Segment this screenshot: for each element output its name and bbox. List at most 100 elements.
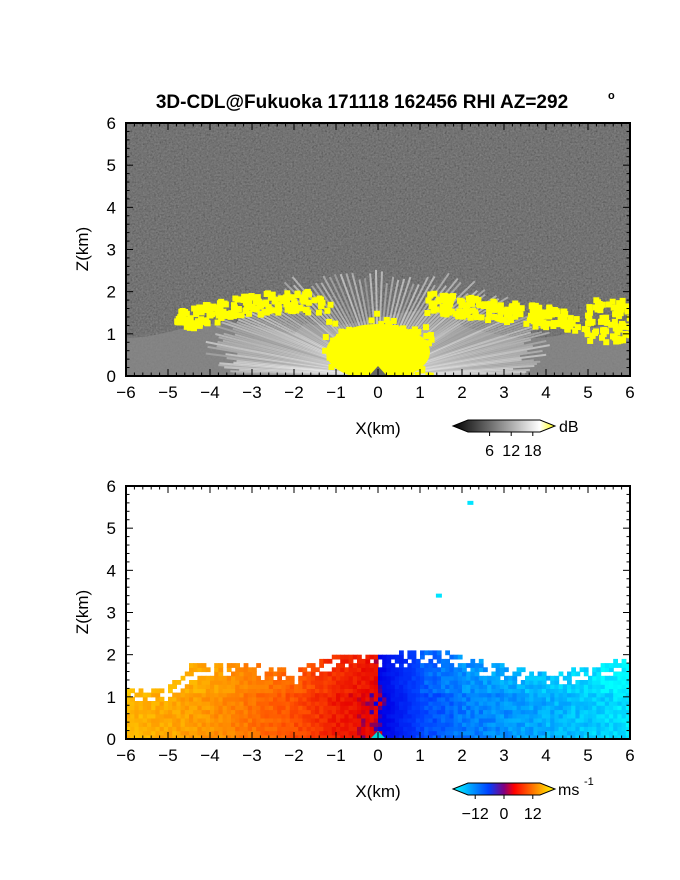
- velocity-cell: [130, 705, 135, 711]
- intensity-x-tick-label: 6: [625, 383, 634, 402]
- velocity-cell: [163, 722, 169, 727]
- velocity-cell: [529, 701, 534, 706]
- velocity-cell: [184, 717, 190, 723]
- velocity-cell: [184, 684, 190, 689]
- velocity-cell: [378, 705, 383, 711]
- velocity-cell: [189, 671, 194, 677]
- velocity-cell: [176, 696, 182, 702]
- intensity-echo-cell: [300, 294, 307, 301]
- velocity-cell: [247, 671, 253, 677]
- velocity-cell: [226, 726, 232, 732]
- velocity-cell: [462, 705, 467, 711]
- velocity-cell: [189, 713, 194, 719]
- velocity-cell: [235, 713, 240, 719]
- velocity-cell: [600, 692, 606, 698]
- velocity-cell: [583, 680, 589, 685]
- velocity-cell: [352, 701, 358, 706]
- velocity-cell: [428, 684, 434, 689]
- velocity-cell: [583, 684, 589, 689]
- velocity-cell: [369, 654, 375, 660]
- velocity-cell: [306, 726, 312, 732]
- intensity-echo-cell: [588, 319, 595, 326]
- velocity-cell: [235, 671, 240, 677]
- velocity-cell: [596, 705, 602, 711]
- velocity-cell: [537, 726, 543, 732]
- velocity-cell: [462, 726, 467, 732]
- velocity-cell: [386, 692, 392, 698]
- velocity-cell: [197, 692, 203, 698]
- velocity-cell: [357, 680, 362, 685]
- velocity-cell: [386, 688, 392, 694]
- velocity-cell: [289, 680, 295, 685]
- velocity-cell: [210, 730, 215, 736]
- intensity-echo-cell: [564, 326, 571, 333]
- velocity-cell: [571, 709, 576, 715]
- velocity-cell: [596, 675, 602, 681]
- velocity-cell: [268, 701, 274, 706]
- velocity-cell: [247, 713, 253, 719]
- velocity-cell: [445, 730, 450, 736]
- velocity-cell: [550, 680, 555, 685]
- velocity-cell: [310, 667, 316, 673]
- velocity-cell: [386, 734, 392, 739]
- velocity-cell: [625, 696, 630, 702]
- velocity-cell: [235, 705, 240, 711]
- velocity-cell: [609, 692, 614, 698]
- intensity-echo-cell: [215, 309, 222, 316]
- velocity-cell: [231, 688, 236, 694]
- velocity-cell: [256, 726, 261, 732]
- velocity-cell: [550, 684, 555, 689]
- velocity-cell: [407, 717, 413, 723]
- velocity-cell: [323, 696, 329, 702]
- velocity-cell: [264, 696, 270, 702]
- velocity-cell: [218, 696, 224, 702]
- velocity-y-tick-label: 3: [107, 604, 116, 623]
- velocity-cell: [336, 717, 341, 723]
- velocity-cell: [407, 705, 413, 711]
- intensity-core: [326, 324, 430, 376]
- velocity-cell: [428, 717, 434, 723]
- velocity-cell: [168, 713, 173, 719]
- velocity-cell: [604, 675, 610, 681]
- intensity-echo-cell: [561, 318, 568, 325]
- velocity-cell: [138, 705, 144, 711]
- velocity-cell: [235, 667, 240, 673]
- intensity-echo-cell: [324, 307, 331, 314]
- velocity-cell: [428, 722, 434, 727]
- velocity-cell: [184, 709, 190, 715]
- velocity-cell: [327, 696, 333, 702]
- velocity-cell: [273, 709, 278, 715]
- velocity-cell: [575, 701, 581, 706]
- velocity-cell: [340, 722, 345, 727]
- velocity-cell: [184, 692, 190, 698]
- velocity-cell: [151, 692, 156, 698]
- velocity-cell: [483, 667, 488, 673]
- velocity-cell: [285, 705, 291, 711]
- intensity-echo-cell: [303, 289, 310, 296]
- velocity-cell: [424, 671, 429, 677]
- velocity-cell: [365, 667, 371, 673]
- velocity-cell: [420, 654, 425, 660]
- velocity-cell: [231, 684, 236, 689]
- velocity-cell: [239, 692, 245, 698]
- velocity-cell: [420, 734, 425, 739]
- velocity-cell: [344, 701, 350, 706]
- velocity-cell: [373, 692, 379, 698]
- velocity-cell: [588, 675, 593, 681]
- intensity-echo-cell: [446, 303, 453, 310]
- intensity-echo-cell: [614, 304, 621, 311]
- velocity-cell: [264, 680, 270, 685]
- velocity-cell: [478, 705, 484, 711]
- velocity-cell: [302, 671, 308, 677]
- velocity-cell: [344, 722, 350, 727]
- velocity-cell: [256, 675, 261, 681]
- velocity-cell: [277, 713, 282, 719]
- velocity-cell: [415, 730, 421, 736]
- velocity-cell: [617, 696, 623, 702]
- velocity-cell: [567, 696, 572, 702]
- velocity-cell: [495, 713, 501, 719]
- velocity-cell: [613, 734, 618, 739]
- velocity-cell: [294, 726, 299, 732]
- velocity-cell: [453, 654, 459, 660]
- velocity-cell: [445, 680, 450, 685]
